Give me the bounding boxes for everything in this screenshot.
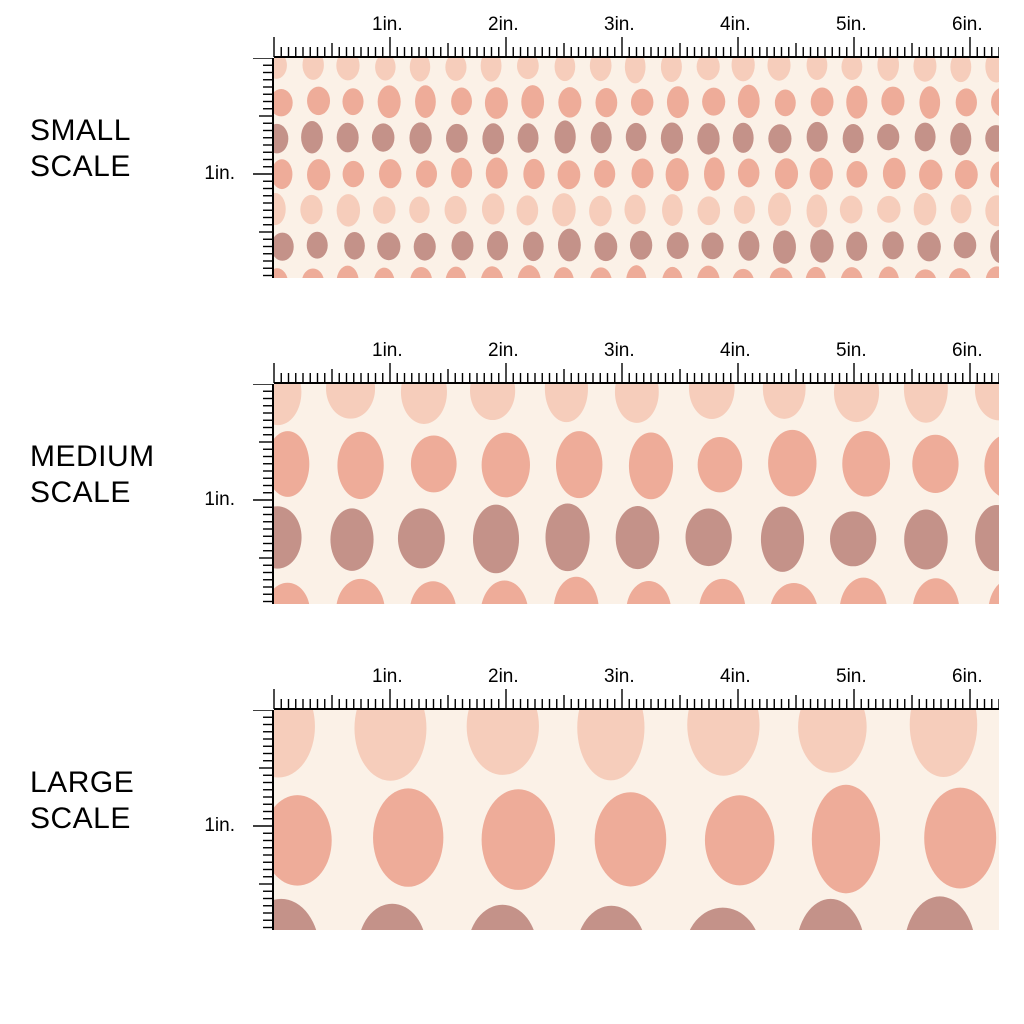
ruler-tick-label: 4in.: [720, 666, 751, 688]
ruler-tick-label: 2in.: [488, 666, 519, 688]
swatch-frame-medium: 1in.2in.3in.4in.5in.6in. 1in.: [239, 346, 999, 604]
ruler-tick-label: 6in.: [952, 340, 983, 362]
label-text: SCALE: [30, 476, 131, 509]
label-text: SCALE: [30, 150, 131, 183]
ruler-tick-label: 5in.: [836, 14, 867, 36]
ruler-tick-label: 3in.: [604, 14, 635, 36]
ruler-top-small: 1in.2in.3in.4in.5in.6in.: [239, 20, 999, 58]
ruler-tick-label: 2in.: [488, 340, 519, 362]
ruler-tick-label: 4in.: [720, 340, 751, 362]
scale-comparison-diagram: SMALL SCALE 1in.2in.3in.4in.5in.6in. 1in…: [0, 0, 1024, 1024]
ruler-left-large: 1in.: [239, 710, 274, 930]
ruler-left-small: 1in.: [239, 58, 274, 278]
ruler-tick-label: 5in.: [836, 666, 867, 688]
label-text: LARGE: [30, 766, 134, 799]
swatch-frame-small: 1in.2in.3in.4in.5in.6in. 1in.: [239, 20, 999, 278]
label-text: SCALE: [30, 802, 131, 835]
ruler-tick-label: 1in.: [204, 489, 235, 511]
swatch-small: [274, 58, 999, 278]
ruler-tick-label: 1in.: [372, 666, 403, 688]
swatch-frame-large: 1in.2in.3in.4in.5in.6in. 1in.: [239, 672, 999, 930]
panel-small: SMALL SCALE 1in.2in.3in.4in.5in.6in. 1in…: [24, 20, 1000, 278]
label-text: SMALL: [30, 114, 131, 147]
ruler-tick-label: 1in.: [372, 340, 403, 362]
ruler-tick-label: 2in.: [488, 14, 519, 36]
ruler-tick-label: 6in.: [952, 14, 983, 36]
ruler-tick-label: 1in.: [204, 815, 235, 837]
ruler-tick-label: 5in.: [836, 340, 867, 362]
ruler-tick-label: 1in.: [372, 14, 403, 36]
panel-medium: MEDIUM SCALE 1in.2in.3in.4in.5in.6in. 1i…: [24, 346, 1000, 604]
ruler-tick-label: 3in.: [604, 666, 635, 688]
ruler-top-large: 1in.2in.3in.4in.5in.6in.: [239, 672, 999, 710]
ruler-tick-label: 3in.: [604, 340, 635, 362]
panel-large: LARGE SCALE 1in.2in.3in.4in.5in.6in. 1in…: [24, 672, 1000, 930]
ruler-top-medium: 1in.2in.3in.4in.5in.6in.: [239, 346, 999, 384]
ruler-tick-label: 1in.: [204, 163, 235, 185]
ruler-tick-label: 4in.: [720, 14, 751, 36]
label-text: MEDIUM: [30, 440, 155, 473]
ruler-left-medium: 1in.: [239, 384, 274, 604]
swatch-medium: [274, 384, 999, 604]
swatch-large: [274, 710, 999, 930]
ruler-tick-label: 6in.: [952, 666, 983, 688]
